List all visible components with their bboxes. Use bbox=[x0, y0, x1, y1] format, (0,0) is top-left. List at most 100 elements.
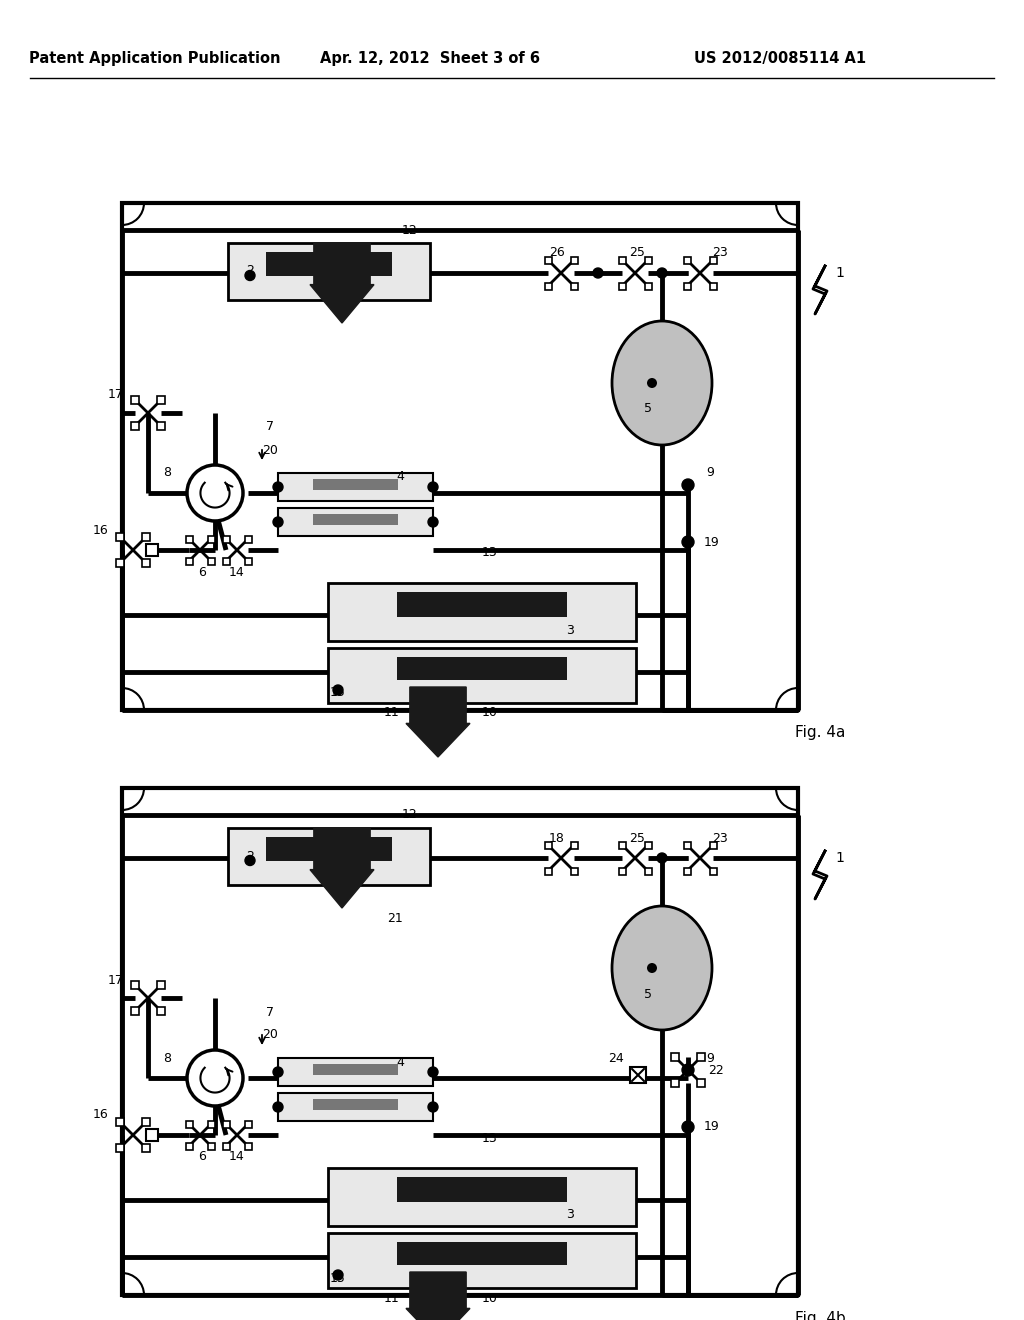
Bar bbox=[644, 282, 651, 289]
Bar bbox=[142, 558, 150, 568]
Bar bbox=[222, 1121, 229, 1127]
Text: 7: 7 bbox=[266, 421, 274, 433]
Bar bbox=[208, 557, 214, 565]
Bar bbox=[570, 842, 578, 849]
Bar bbox=[545, 867, 552, 874]
Bar bbox=[245, 536, 252, 543]
Bar bbox=[328, 1233, 636, 1288]
Text: 6: 6 bbox=[198, 1151, 206, 1163]
Ellipse shape bbox=[612, 906, 712, 1030]
Bar bbox=[157, 422, 165, 430]
Bar bbox=[157, 1007, 165, 1015]
Bar bbox=[142, 1118, 150, 1126]
Circle shape bbox=[428, 1102, 438, 1111]
Bar bbox=[618, 282, 626, 289]
Circle shape bbox=[593, 268, 603, 279]
Text: 12: 12 bbox=[402, 808, 418, 821]
Bar bbox=[683, 867, 690, 874]
Bar bbox=[313, 1098, 398, 1110]
Text: 12: 12 bbox=[402, 223, 418, 236]
Text: 13: 13 bbox=[482, 546, 498, 560]
Bar bbox=[397, 657, 566, 680]
Text: 1: 1 bbox=[836, 851, 845, 865]
Bar bbox=[116, 1144, 124, 1152]
Bar bbox=[313, 513, 398, 525]
Text: Apr. 12, 2012  Sheet 3 of 6: Apr. 12, 2012 Sheet 3 of 6 bbox=[319, 50, 540, 66]
Bar bbox=[157, 981, 165, 989]
Text: 3: 3 bbox=[566, 1209, 573, 1221]
Text: 15: 15 bbox=[330, 1271, 346, 1284]
Text: 25: 25 bbox=[629, 832, 645, 845]
Text: 4: 4 bbox=[396, 470, 403, 483]
Bar bbox=[222, 536, 229, 543]
Bar bbox=[266, 252, 391, 276]
Circle shape bbox=[647, 964, 657, 973]
Text: 21: 21 bbox=[387, 912, 402, 924]
Circle shape bbox=[428, 482, 438, 492]
Polygon shape bbox=[310, 243, 374, 323]
Bar bbox=[397, 1242, 566, 1265]
Text: 17: 17 bbox=[109, 388, 124, 401]
Text: 8: 8 bbox=[163, 1052, 171, 1064]
Bar bbox=[671, 1078, 679, 1086]
Bar bbox=[185, 1121, 193, 1127]
Bar bbox=[245, 557, 252, 565]
Bar bbox=[278, 1093, 433, 1121]
Text: 9: 9 bbox=[707, 1052, 714, 1064]
Text: Fig. 4a: Fig. 4a bbox=[795, 726, 845, 741]
Text: 15: 15 bbox=[330, 686, 346, 700]
Text: 19: 19 bbox=[705, 536, 720, 549]
Bar bbox=[328, 648, 636, 704]
Bar bbox=[116, 533, 124, 541]
Bar bbox=[697, 1053, 705, 1061]
Bar bbox=[146, 544, 158, 556]
Text: 23: 23 bbox=[712, 832, 728, 845]
Polygon shape bbox=[406, 686, 470, 756]
Bar bbox=[146, 1129, 158, 1140]
Text: 24: 24 bbox=[608, 1052, 624, 1064]
Bar bbox=[131, 981, 139, 989]
Text: 20: 20 bbox=[262, 444, 278, 457]
Text: 9: 9 bbox=[707, 466, 714, 479]
Text: 14: 14 bbox=[229, 1151, 245, 1163]
Text: 5: 5 bbox=[644, 987, 652, 1001]
Bar bbox=[313, 479, 398, 490]
Circle shape bbox=[245, 271, 255, 281]
Text: 26: 26 bbox=[549, 247, 565, 260]
Bar bbox=[313, 1064, 398, 1074]
Circle shape bbox=[682, 536, 694, 548]
Bar bbox=[644, 867, 651, 874]
Circle shape bbox=[273, 1067, 283, 1077]
Bar bbox=[185, 536, 193, 543]
Bar bbox=[116, 1118, 124, 1126]
Circle shape bbox=[682, 1064, 694, 1076]
Text: US 2012/0085114 A1: US 2012/0085114 A1 bbox=[694, 50, 866, 66]
Text: 3: 3 bbox=[566, 623, 573, 636]
Circle shape bbox=[273, 482, 283, 492]
Bar bbox=[618, 256, 626, 264]
Text: 2: 2 bbox=[246, 264, 254, 277]
Bar bbox=[644, 842, 651, 849]
Circle shape bbox=[273, 1102, 283, 1111]
Bar bbox=[266, 837, 391, 861]
Text: 7: 7 bbox=[266, 1006, 274, 1019]
Bar bbox=[131, 1007, 139, 1015]
Bar bbox=[278, 508, 433, 536]
Circle shape bbox=[333, 685, 343, 696]
Text: 25: 25 bbox=[629, 247, 645, 260]
Bar bbox=[131, 396, 139, 404]
Bar bbox=[185, 557, 193, 565]
Bar bbox=[545, 282, 552, 289]
Bar bbox=[228, 828, 430, 884]
Circle shape bbox=[273, 517, 283, 527]
Bar bbox=[245, 1121, 252, 1127]
Text: 20: 20 bbox=[262, 1028, 278, 1041]
Bar bbox=[570, 256, 578, 264]
Text: 10: 10 bbox=[482, 1291, 498, 1304]
Bar bbox=[122, 203, 798, 710]
Polygon shape bbox=[310, 828, 374, 908]
Bar bbox=[222, 557, 229, 565]
Bar bbox=[683, 842, 690, 849]
Text: 4: 4 bbox=[396, 1056, 403, 1068]
Bar bbox=[116, 558, 124, 568]
